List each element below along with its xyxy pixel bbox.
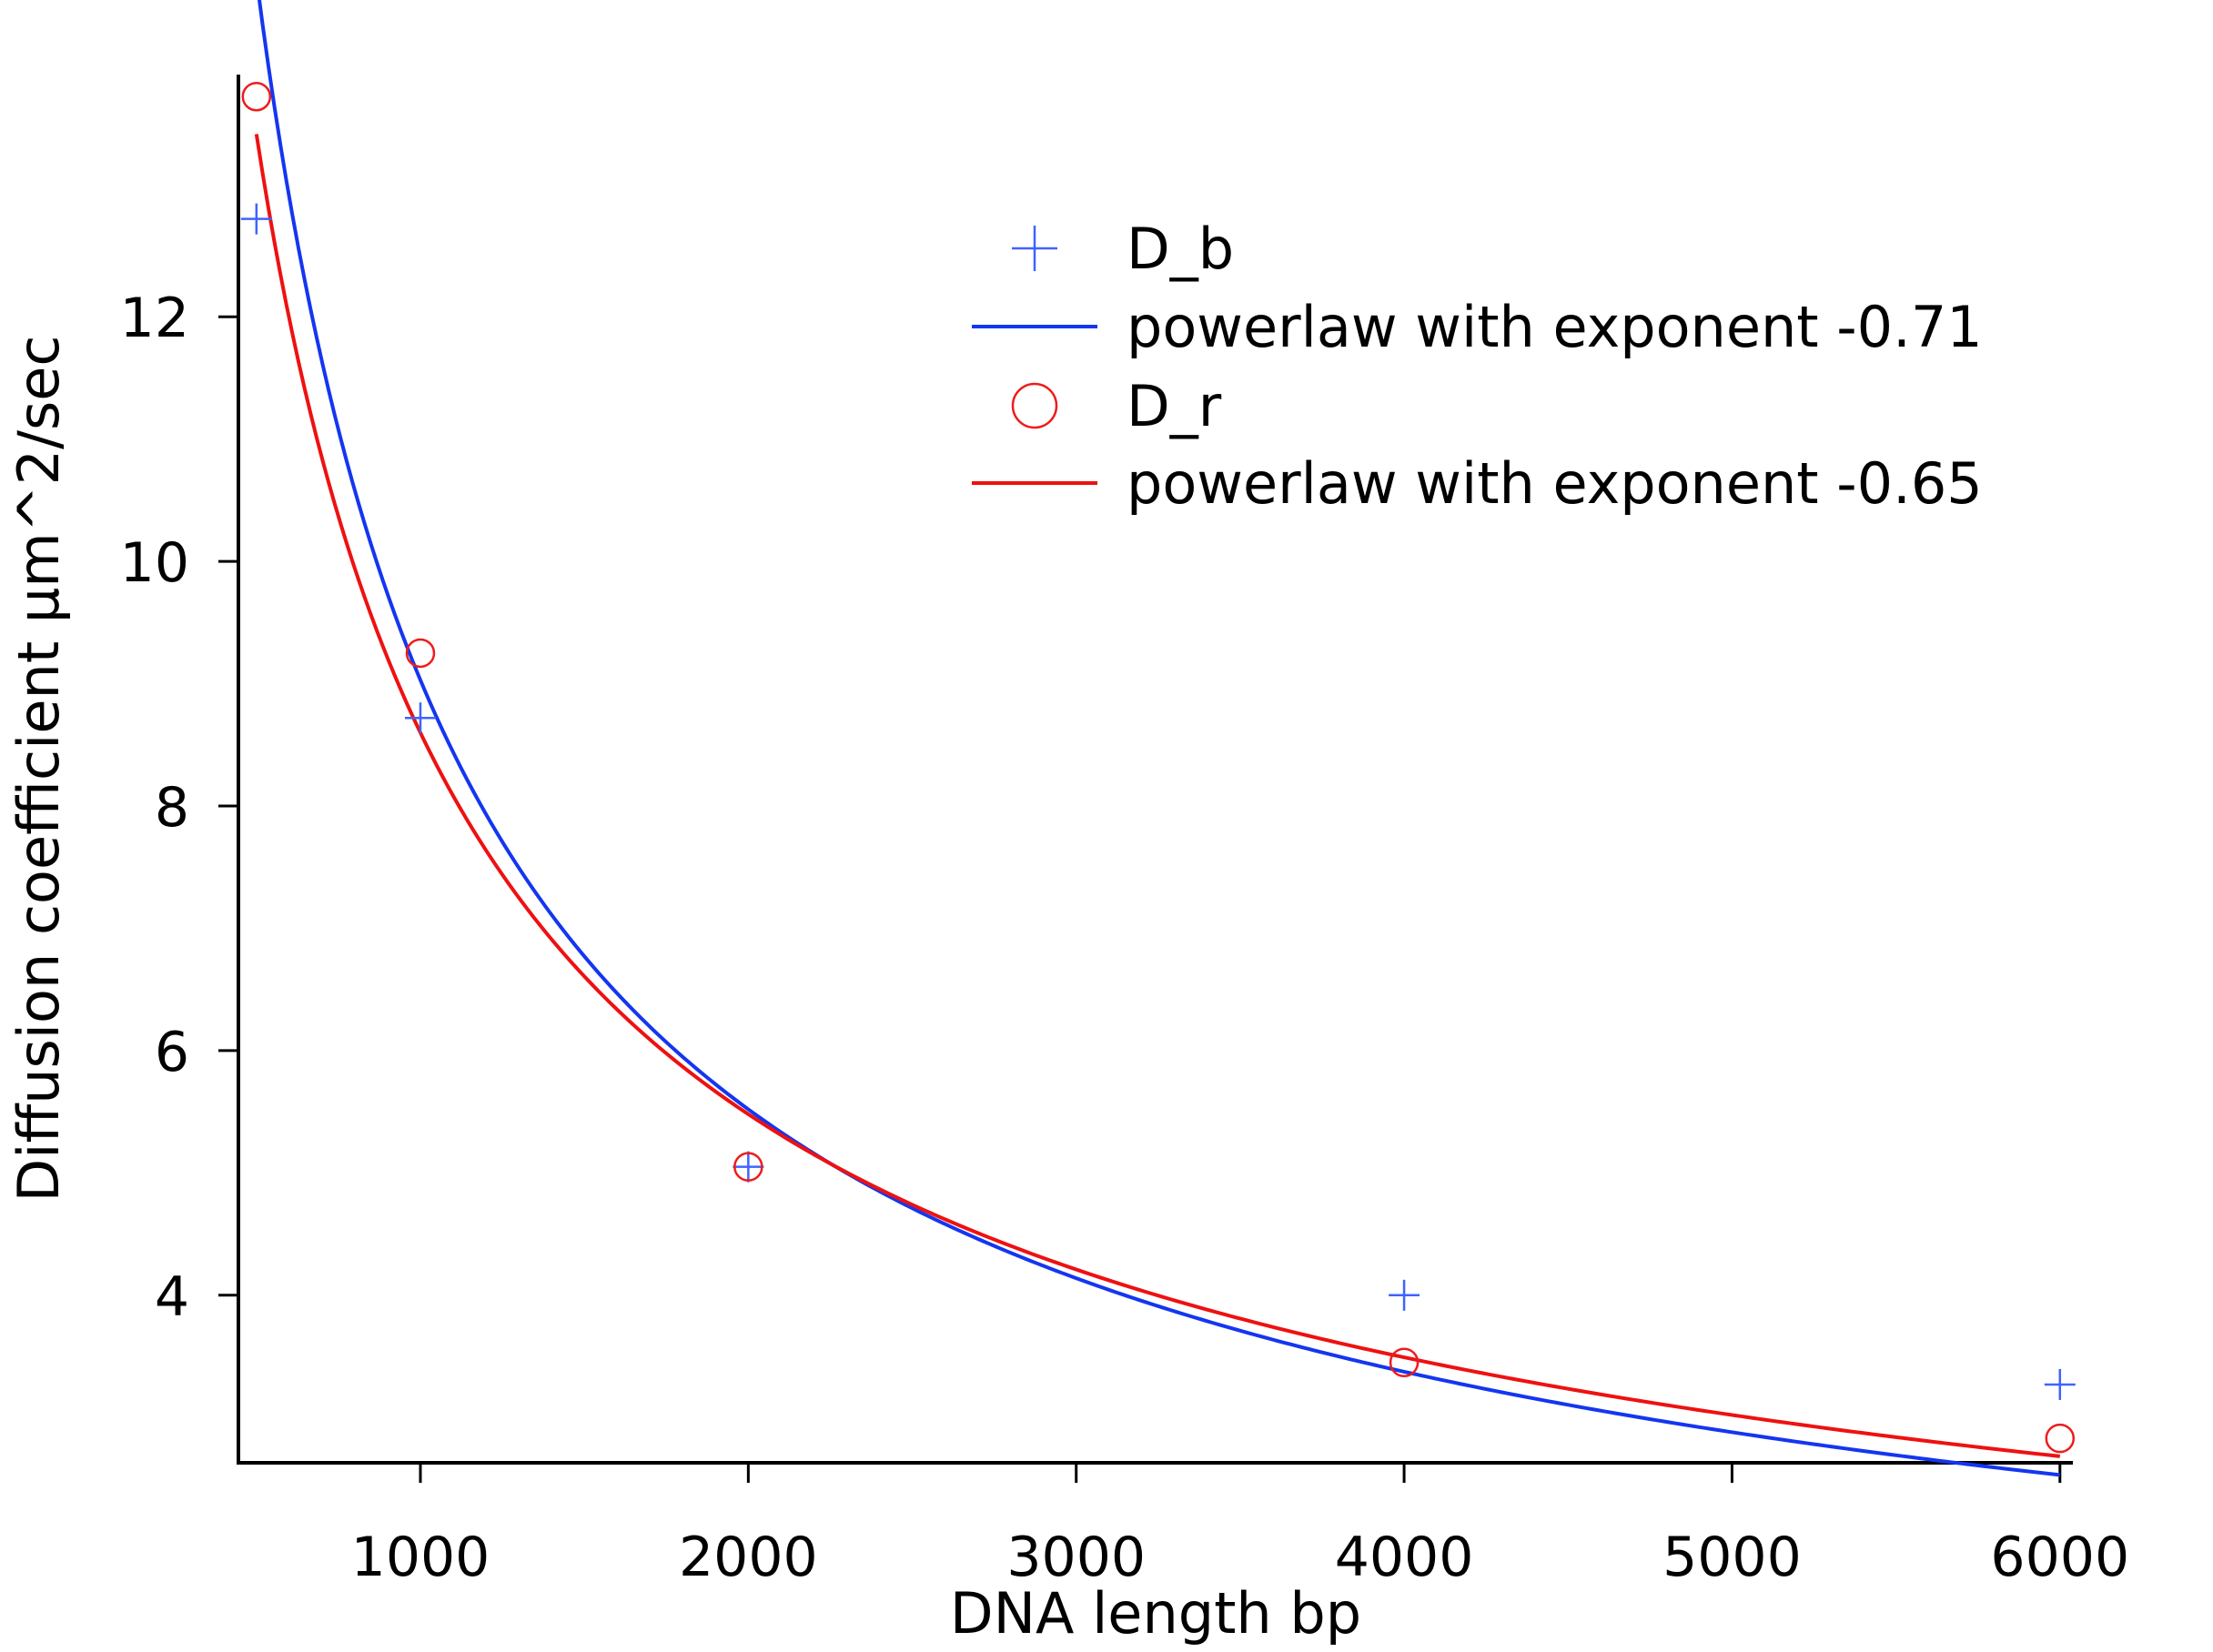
x-tick-label: 1000 xyxy=(351,1526,490,1589)
legend-label-d-b: D_b xyxy=(1127,216,1234,282)
y-axis-title: Diffusion coefficient µm^2/sec xyxy=(5,336,72,1203)
legend-entry-d-r: D_r xyxy=(1011,373,1222,439)
data-point-d-b xyxy=(1389,1279,1420,1311)
y-tick-label: 4 xyxy=(155,1265,189,1329)
x-axis-title: DNA length bp xyxy=(950,1580,1361,1647)
x-ticks: 1000 2000 3000 4000 5000 6000 xyxy=(351,1463,2129,1589)
data-point-d-r xyxy=(733,1152,763,1182)
data-points xyxy=(240,81,2076,1454)
y-tick-label: 10 xyxy=(120,531,189,595)
data-point-d-b xyxy=(404,702,436,734)
data-point-d-b xyxy=(240,203,272,235)
legend-label-d-r: D_r xyxy=(1127,373,1222,439)
y-ticks: 4 6 8 10 12 xyxy=(120,287,238,1329)
fit-lines xyxy=(254,0,2061,1477)
x-tick-label: 5000 xyxy=(1662,1526,1802,1589)
data-point-d-b xyxy=(2044,1368,2076,1400)
data-point-d-b xyxy=(733,1151,764,1183)
x-tick-label: 3000 xyxy=(1006,1526,1146,1589)
legend-entry-d-b: D_b xyxy=(1012,216,1234,282)
y-tick-label: 12 xyxy=(120,287,189,350)
legend: D_b powerlaw with exponent -0.71 D_r pow… xyxy=(972,216,1983,517)
y-tick-label: 6 xyxy=(155,1021,189,1084)
fit-line-1 xyxy=(258,0,2061,1477)
x-tick-label: 2000 xyxy=(679,1526,818,1589)
legend-entry-red-fit: powerlaw with exponent -0.65 xyxy=(972,450,1983,517)
data-point-d-r xyxy=(1389,1347,1420,1378)
data-point-d-r xyxy=(405,638,436,669)
legend-marker-circle xyxy=(1011,382,1058,429)
data-point-d-r xyxy=(241,81,272,112)
legend-label-red-fit: powerlaw with exponent -0.65 xyxy=(1127,450,1983,517)
fit-line-3 xyxy=(254,134,2060,1458)
legend-label-blue-fit: powerlaw with exponent -0.71 xyxy=(1127,294,1983,360)
legend-entry-blue-fit: powerlaw with exponent -0.71 xyxy=(972,294,1983,360)
axes xyxy=(237,75,2073,1465)
x-tick-label: 6000 xyxy=(1990,1526,2129,1589)
x-tick-label: 4000 xyxy=(1335,1526,1474,1589)
data-point-d-r xyxy=(2045,1423,2076,1454)
y-tick-label: 8 xyxy=(155,776,189,840)
